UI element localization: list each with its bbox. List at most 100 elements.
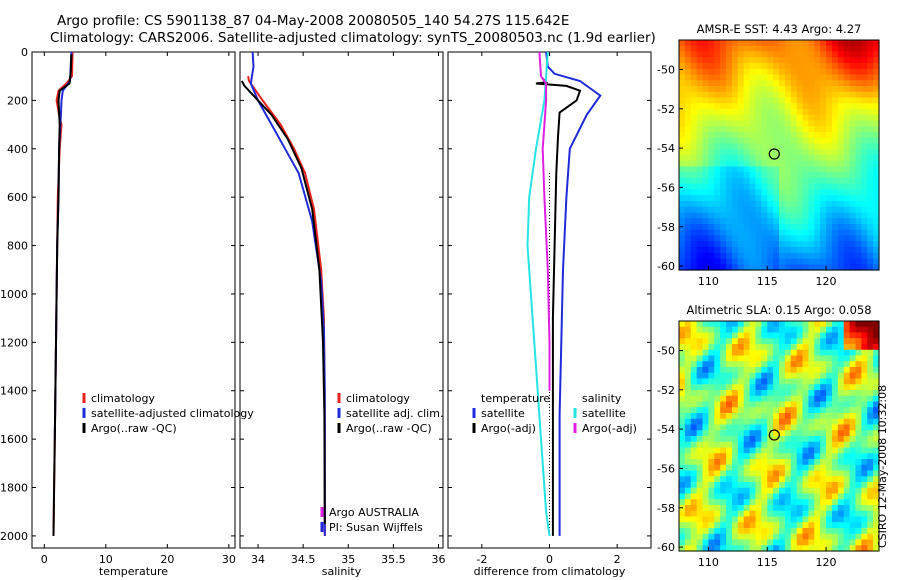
heatmap-cell	[749, 120, 757, 127]
heatmap-cell	[726, 361, 733, 368]
heatmap-cell	[690, 470, 698, 477]
heatmap-cell	[849, 206, 857, 214]
heatmap-cell	[873, 516, 880, 523]
heatmap-cell	[873, 453, 880, 460]
heatmap-cell	[714, 390, 721, 397]
heatmap-cell	[714, 418, 721, 426]
heatmap-cell	[773, 545, 780, 552]
heatmap-cell	[849, 338, 857, 345]
heatmap-cell	[867, 378, 874, 385]
heatmap-cell	[761, 528, 768, 535]
heatmap-cell	[749, 166, 757, 173]
heatmap-cell	[684, 224, 692, 231]
heatmap-cell	[837, 326, 845, 334]
heatmap-cell	[714, 218, 721, 225]
heatmap-cell	[843, 247, 851, 254]
heatmap-cell	[843, 361, 851, 368]
heatmap-cell	[849, 441, 857, 449]
heatmap-cell	[702, 464, 710, 472]
legend-sal-argo: Argo(..raw -QC)	[346, 422, 432, 435]
heatmap-cell	[743, 229, 751, 237]
heatmap-cell	[749, 68, 757, 76]
heatmap-cell	[767, 384, 774, 391]
heatmap-cell	[737, 137, 745, 145]
heatmap-cell	[849, 57, 857, 64]
heatmap-cell	[714, 533, 721, 541]
heatmap-cell	[790, 332, 798, 339]
heatmap-cell	[826, 206, 833, 214]
heatmap-cell	[873, 395, 880, 403]
heatmap-cell	[714, 510, 721, 518]
heatmap-cell	[814, 407, 821, 414]
heatmap-cell	[761, 522, 768, 529]
heatmap-cell	[814, 430, 821, 437]
heatmap-cell	[855, 338, 862, 345]
heatmap-cell	[861, 235, 868, 242]
heatmap-cell	[837, 229, 845, 237]
heatmap-cell	[714, 45, 721, 53]
heatmap-cell	[755, 172, 762, 179]
heatmap-cell	[690, 91, 698, 99]
heatmap-cell	[696, 355, 704, 362]
heatmap-cell	[726, 349, 733, 357]
heatmap-cell	[767, 172, 774, 179]
heatmap-cell	[714, 499, 721, 506]
heatmap-cell	[814, 464, 821, 472]
heatmap-cell	[731, 68, 739, 76]
heatmap-cell	[731, 326, 739, 334]
heatmap-cell	[761, 172, 768, 179]
heatmap-cell	[702, 247, 710, 254]
heatmap-cell	[837, 539, 845, 546]
heatmap-cell	[731, 63, 739, 70]
heatmap-cell	[831, 510, 839, 518]
heatmap-cell	[784, 326, 792, 334]
heatmap-cell	[690, 487, 698, 495]
heatmap-cell	[820, 45, 827, 53]
heatmap-cell	[796, 172, 804, 179]
heatmap-cell	[749, 103, 757, 110]
heatmap-cell	[784, 97, 792, 104]
heatmap-cell	[855, 493, 862, 500]
heatmap-cell	[726, 160, 733, 168]
heatmap-cell	[796, 407, 804, 414]
heatmap-cell	[808, 418, 815, 426]
figure-title-line1: Argo profile: CS 5901138_87 04-May-2008 …	[57, 13, 570, 29]
heatmap-cell	[843, 453, 851, 460]
heatmap-cell	[861, 166, 868, 173]
heatmap-cell	[679, 91, 686, 99]
heatmap-cell	[684, 183, 692, 191]
heatmap-cell	[684, 510, 692, 518]
heatmap-cell	[749, 224, 757, 231]
heatmap-cell	[820, 464, 827, 472]
heatmap-cell	[814, 539, 821, 546]
heatmap-cell	[820, 522, 827, 529]
heatmap-cell	[837, 224, 845, 231]
heatmap-cell	[814, 103, 821, 110]
legend-diff-sal-argo: Argo(-adj)	[582, 422, 637, 435]
heatmap-cell	[855, 80, 862, 87]
heatmap-cell	[720, 390, 727, 397]
heatmap-cell	[837, 424, 845, 431]
heatmap-cell	[679, 326, 686, 334]
heatmap-cell	[773, 533, 780, 541]
heatmap-cell	[708, 436, 715, 443]
heatmap-cell	[773, 132, 780, 139]
heatmap-cell	[749, 499, 757, 506]
heatmap-cell	[784, 247, 792, 254]
heatmap-cell	[808, 212, 815, 219]
heatmap-cell	[720, 418, 727, 426]
heatmap-cell	[861, 453, 868, 460]
heatmap-cell	[855, 160, 862, 168]
heatmap-cell	[761, 86, 768, 93]
heatmap-cell	[767, 482, 774, 489]
heatmap-cell	[855, 218, 862, 225]
heatmap-cell	[684, 63, 692, 70]
heatmap-cell	[820, 80, 827, 87]
heatmap-cell	[843, 424, 851, 431]
heatmap-cell	[767, 470, 774, 477]
heatmap-cell	[814, 218, 821, 225]
heatmap-cell	[873, 258, 880, 265]
heatmap-cell	[731, 247, 739, 254]
heatmap-cell	[784, 545, 792, 552]
heatmap-cell	[837, 137, 845, 145]
